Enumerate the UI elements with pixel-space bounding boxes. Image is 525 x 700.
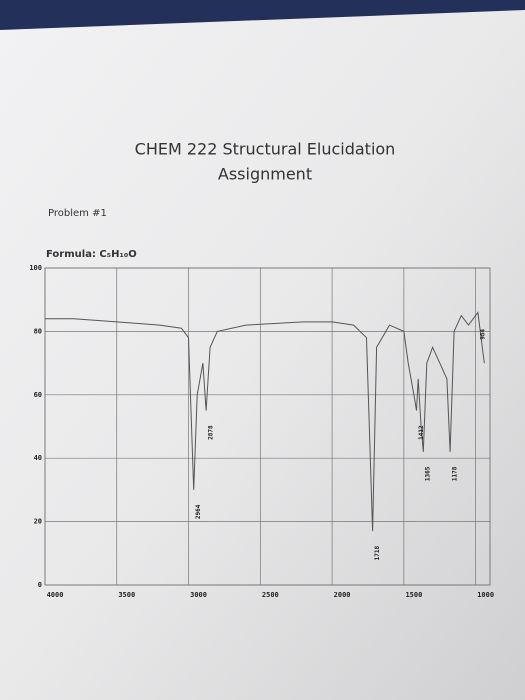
- x-tick-label: 1500: [405, 591, 422, 599]
- problem: Problem #1: [48, 208, 107, 219]
- x-tick-label: 2500: [262, 591, 279, 599]
- peak-label: 1365: [425, 466, 432, 481]
- title: CHEM 222 Structural Elucidation: [135, 140, 396, 159]
- peak-label: 1412: [418, 425, 425, 440]
- y-tick-label: 20: [34, 518, 42, 526]
- x-tick-label: 3500: [118, 591, 135, 599]
- peak-label: 984: [479, 329, 486, 340]
- y-tick-label: 100: [29, 264, 42, 272]
- x-tick-label: 3000: [190, 591, 207, 599]
- y-tick-label: 0: [38, 581, 42, 589]
- peak-label: 2964: [195, 504, 202, 519]
- y-tick-label: 80: [34, 327, 42, 335]
- peak-label: 1718: [374, 545, 381, 560]
- formula: Formula: C₅H₁₀O: [46, 249, 137, 260]
- peak-label: 2878: [208, 425, 215, 440]
- paper: [0, 10, 525, 700]
- spectrum-line: [45, 311, 485, 532]
- y-tick-label: 60: [34, 391, 42, 399]
- x-tick-label: 2000: [334, 591, 351, 599]
- x-tick-label: 4000: [47, 591, 64, 599]
- peak-label: 1178: [452, 466, 459, 481]
- subtitle: Assignment: [218, 165, 312, 184]
- plot: 0 20 40 60 80 100 4000 3500 3000 2500 2000 1500 1000…: [29, 264, 494, 599]
- y-tick-label: 40: [34, 454, 42, 462]
- x-tick-label: 1000: [477, 591, 494, 599]
